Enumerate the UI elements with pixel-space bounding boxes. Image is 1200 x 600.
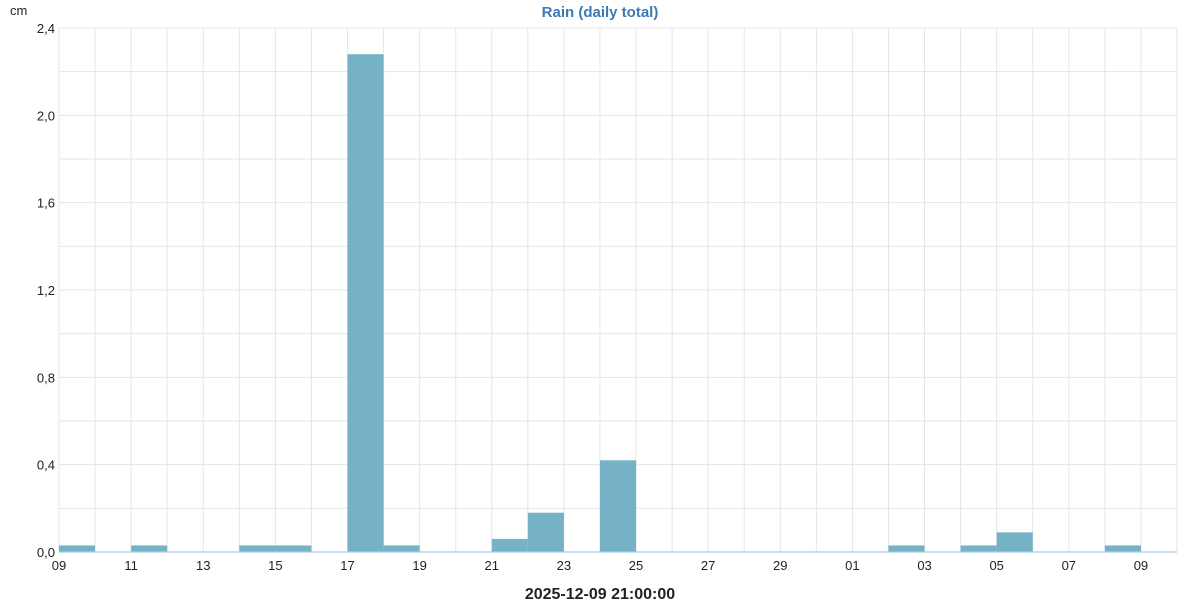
chart-title: Rain (daily total)	[542, 4, 659, 21]
bar-8	[347, 54, 384, 552]
bar-12	[491, 538, 528, 552]
x-tick-label: 25	[629, 558, 643, 573]
y-axis-ticks: 0,0 0,4 0,8 1,2 1,6 2,0 2,4	[37, 21, 55, 560]
bar-2	[131, 545, 168, 552]
y-tick-label: 1,2	[37, 283, 55, 298]
x-tick-label: 09	[52, 558, 66, 573]
bar-25	[960, 545, 997, 552]
y-tick-label: 1,6	[37, 196, 55, 211]
x-tick-label: 19	[412, 558, 426, 573]
bar-0	[59, 545, 96, 552]
bar-23	[888, 545, 925, 552]
x-tick-label: 09	[1134, 558, 1148, 573]
x-tick-label: 13	[196, 558, 210, 573]
y-tick-label: 2,0	[37, 108, 55, 123]
timestamp-label: 2025-12-09 21:00:00	[525, 586, 675, 600]
y-tick-label: 0,0	[37, 545, 55, 560]
y-tick-label: 0,4	[37, 458, 55, 473]
x-tick-label: 03	[917, 558, 931, 573]
x-tick-label: 27	[701, 558, 715, 573]
bar-13	[527, 512, 564, 552]
bar-5	[239, 545, 276, 552]
x-axis-ticks: 09 11 13 15 17 19 21 23 25 27 29 01 03 05 07 09	[52, 558, 1148, 573]
x-tick-label: 23	[557, 558, 571, 573]
x-tick-label: 15	[268, 558, 282, 573]
y-tick-label: 0,8	[37, 370, 55, 385]
bar-15	[599, 460, 637, 552]
x-tick-label: 05	[989, 558, 1003, 573]
y-axis-unit-label: cm	[10, 3, 27, 18]
x-tick-label: 17	[340, 558, 354, 573]
bar-26	[996, 532, 1033, 552]
y-tick-label: 2,4	[37, 21, 55, 36]
x-tick-label: 11	[124, 558, 138, 573]
bar-29	[1104, 545, 1141, 552]
x-tick-label: 07	[1062, 558, 1076, 573]
x-tick-label: 01	[845, 558, 859, 573]
bar-9	[383, 545, 420, 552]
bar-6	[275, 545, 312, 552]
x-tick-label: 21	[485, 558, 499, 573]
bar-series	[59, 54, 1141, 552]
x-tick-label: 29	[773, 558, 787, 573]
